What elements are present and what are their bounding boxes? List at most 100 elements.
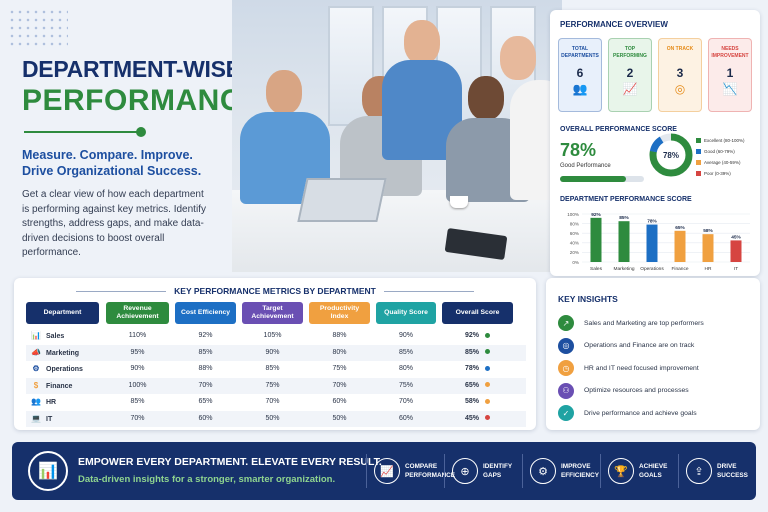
insight-item: ◎ Operations and Finance are on track: [558, 337, 694, 355]
laptop-icon: 💻: [31, 413, 41, 423]
bar-operations: [646, 224, 658, 262]
department-name: Sales: [46, 333, 65, 340]
banner-item-line-2: EFFICIENCY: [561, 472, 599, 479]
metric-cell: 50%: [265, 414, 280, 422]
legend-label: Good (60-79%): [704, 149, 735, 154]
insight-item: ✓ Drive performance and achieve goals: [558, 404, 697, 422]
metric-cell: 70%: [130, 414, 145, 422]
score-legend-item: Excellent (80-100%): [696, 138, 745, 144]
insights-title: KEY INSIGHTS: [558, 294, 618, 304]
bar-value-label: 92%: [591, 212, 601, 218]
overall-score-cell: 92%: [442, 328, 513, 344]
overview-card-label: TOP PERFORMING: [613, 46, 647, 59]
metric-cell: 85%: [198, 348, 213, 356]
overall-score-title: OVERALL PERFORMANCE SCORE: [560, 126, 677, 133]
overall-score-value: 78%: [560, 140, 597, 160]
department-cell: 📊 Sales: [30, 328, 106, 344]
metric-cell: 75%: [332, 365, 347, 372]
banner-item-text: COMPARE PERFORMANCE: [405, 462, 455, 480]
metric-cell: 70%: [398, 398, 413, 405]
banner-item-text: IDENTIFY GAPS: [483, 462, 531, 480]
banner-item: 🏆 ACHIEVE GOALS: [608, 455, 687, 487]
metric-cell: 88%: [198, 365, 213, 372]
team-photo: [232, 0, 562, 272]
overall-score-text: 45%: [464, 414, 479, 422]
metric-cell: 92%: [198, 332, 213, 339]
metric-cell: 80%: [332, 348, 347, 356]
metric-cell: 90%: [398, 332, 413, 339]
department-name: Marketing: [46, 349, 80, 357]
x-tick-label: Operations: [640, 266, 664, 272]
banner-item: ⚙ IMPROVE EFFICIENCY: [530, 455, 609, 487]
overview-card-value: 6: [576, 66, 584, 80]
table-row: 👥 HR 85% 65% 70% 60% 70% 58%: [26, 394, 526, 410]
x-tick-label: IT: [734, 266, 738, 272]
legend-swatch: [696, 149, 701, 155]
legend-swatch: [696, 138, 701, 144]
column-header: Department: [26, 302, 99, 324]
banner-item-line-2: SUCCESS: [717, 472, 748, 479]
banner-divider: [522, 454, 523, 488]
banner-item-line-1: DRIVE: [717, 463, 737, 470]
target-icon: ◎: [674, 82, 686, 96]
bar-value-label: 45%: [731, 234, 741, 240]
banner-item-line-2: GOALS: [639, 472, 662, 479]
banner-item-line-2: GAPS: [483, 472, 502, 479]
y-tick-label: 40%: [570, 241, 579, 246]
banner-item-text: ACHIEVE GOALS: [639, 462, 687, 480]
banner-item: ⊕ IDENTIFY GAPS: [452, 455, 531, 487]
status-dot: [485, 382, 490, 388]
table-row: ⚙ Operations 90% 88% 85% 75% 80% 78%: [26, 361, 526, 377]
score-legend-item: Poor (0-39%): [696, 171, 731, 177]
banner-item-text: DRIVE SUCCESS: [717, 462, 765, 480]
bar-marketing: [618, 221, 630, 262]
person-head: [266, 70, 302, 114]
status-dot: [485, 365, 490, 371]
growth-chart-icon: 📊: [28, 451, 68, 491]
column-header: Target Achievement: [242, 302, 303, 324]
legend-label: Poor (0-39%): [704, 171, 731, 176]
overall-score-cell: 85%: [442, 345, 513, 361]
title-rule-right: [383, 291, 474, 293]
column-header: Revenue Achievement: [106, 302, 169, 324]
metric-cell: 88%: [332, 332, 347, 339]
banner-item-line-1: IMPROVE: [561, 463, 591, 470]
metrics-table-panel: KEY PERFORMANCE METRICS BY DEPARTMENT De…: [14, 278, 536, 430]
x-tick-label: Marketing: [613, 266, 634, 272]
banner-item: 📈 COMPARE PERFORMANCE: [374, 455, 455, 487]
trend-up-icon: ↗: [558, 315, 574, 331]
status-dot: [485, 398, 490, 404]
bar-hr: [702, 234, 714, 262]
metric-cell: 60%: [332, 398, 347, 405]
metric-cell: 100%: [128, 381, 147, 389]
footer-banner: 📊 EMPOWER EVERY DEPARTMENT. ELEVATE EVER…: [12, 442, 756, 500]
overall-score-cell: 45%: [442, 411, 513, 427]
clock-icon: ◷: [558, 360, 574, 376]
chart-down-icon: 📉: [722, 82, 738, 96]
status-dot: [485, 349, 490, 355]
donut-label: 78%: [663, 151, 679, 160]
metric-cell: 90%: [130, 365, 145, 372]
donut-arc-remainder: [649, 133, 693, 177]
legend-label: Excellent (80-100%): [704, 138, 745, 143]
overview-card-label: TOTAL DEPARTMENTS: [561, 46, 599, 59]
banner-divider: [444, 454, 445, 488]
hero-description: Get a clear view of how each department …: [22, 189, 206, 258]
megaphone-icon: 📣: [31, 347, 41, 357]
insight-item: ⚇ Optimize resources and processes: [558, 382, 689, 400]
banner-divider: [600, 454, 601, 488]
department-name: Finance: [46, 382, 73, 390]
metric-cell: 105%: [263, 332, 282, 339]
overall-score-text: 78%: [464, 365, 479, 372]
column-header: Quality Score: [376, 302, 436, 324]
department-name: Operations: [46, 366, 83, 373]
laptop: [297, 178, 387, 222]
insight-text: Drive performance and achieve goals: [584, 409, 697, 417]
column-header: Cost Efficiency: [175, 302, 236, 324]
window-pane: [328, 6, 374, 126]
overall-score-cell: 65%: [442, 378, 513, 394]
target-icon: ◎: [558, 337, 574, 354]
people-growth-icon: ⇪: [686, 458, 712, 484]
gear-icon: ⚙: [530, 458, 556, 484]
overview-card-value: 2: [626, 66, 634, 80]
